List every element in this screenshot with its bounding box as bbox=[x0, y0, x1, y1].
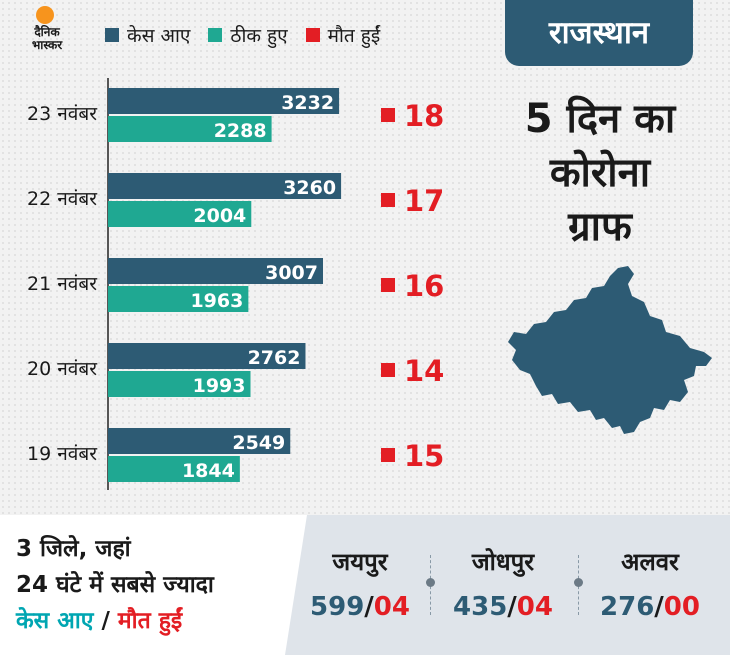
bottom-line-1: 3 जिले, जहां bbox=[16, 536, 131, 562]
legend-swatch-deaths bbox=[305, 28, 320, 42]
deaths-marker bbox=[381, 193, 395, 207]
bar-cases bbox=[108, 258, 324, 284]
logo-line-1: दैनिक bbox=[34, 25, 60, 39]
bar-label-recovered: 2288 bbox=[214, 120, 267, 142]
city-name: जयपुर bbox=[332, 548, 388, 576]
bottom-line-3: केस आए / मौत हुईं bbox=[16, 603, 285, 639]
legend-label-deaths: मौत हुईं bbox=[327, 25, 381, 47]
legend-swatch-cases bbox=[105, 28, 119, 42]
city-cases: 276 bbox=[600, 592, 655, 622]
bottom-band: 3 जिले, जहां 24 घंटे में सबसे ज्यादा केस… bbox=[0, 515, 730, 655]
logo-line-2: भास्कर bbox=[31, 38, 63, 52]
bar-cases bbox=[108, 428, 291, 454]
category-label: 22 नवंबर bbox=[27, 188, 98, 210]
dainik-bhaskar-logo: दैनिक भास्कर bbox=[14, 6, 84, 58]
category-label: 23 नवंबर bbox=[27, 103, 98, 125]
bar-label-cases: 2762 bbox=[248, 347, 301, 369]
bottom-deaths-label: मौत हुईं bbox=[117, 608, 183, 634]
divider-dot bbox=[426, 578, 435, 587]
bar-cases bbox=[108, 173, 342, 199]
city-deaths: 00 bbox=[663, 592, 700, 622]
deaths-value: 18 bbox=[404, 99, 444, 133]
bar-label-recovered: 1993 bbox=[193, 375, 246, 397]
bar-recovered bbox=[108, 456, 240, 482]
legend-item-deaths: मौत हुईं bbox=[305, 22, 381, 48]
deaths-value: 14 bbox=[404, 354, 444, 388]
state-name: राजस्थान bbox=[548, 15, 650, 51]
deaths-marker bbox=[381, 278, 395, 292]
bar-label-recovered: 1844 bbox=[182, 460, 235, 482]
headline: 5 दिन का कोरोना ग्राफ bbox=[505, 92, 695, 254]
headline-line-3: ग्राफ bbox=[568, 204, 632, 250]
legend-label-recovered: ठीक हुए bbox=[230, 25, 288, 47]
city-name: अलवर bbox=[621, 548, 679, 576]
city-value: 435/04 bbox=[438, 592, 568, 622]
sun-icon bbox=[36, 6, 54, 24]
category-label: 20 नवंबर bbox=[27, 358, 98, 380]
city-deaths: 04 bbox=[373, 592, 410, 622]
category-label: 21 नवंबर bbox=[27, 273, 98, 295]
bar-label-recovered: 2004 bbox=[193, 205, 246, 227]
legend-swatch-recovered bbox=[208, 28, 223, 42]
bottom-line-2: 24 घंटे में सबसे ज्यादा bbox=[16, 572, 214, 598]
bar-recovered bbox=[108, 116, 272, 142]
deaths-value: 15 bbox=[404, 439, 444, 473]
bar-cases bbox=[108, 343, 306, 369]
headline-line-2: कोरोना bbox=[549, 150, 651, 196]
city-name: जोधपुर bbox=[471, 548, 535, 576]
divider-dot bbox=[574, 578, 583, 587]
notch-shape bbox=[285, 515, 307, 655]
legend-label-cases: केस आए bbox=[127, 25, 191, 47]
bar-cases bbox=[108, 88, 340, 114]
bar-label-recovered: 1963 bbox=[190, 290, 243, 312]
bottom-cases-label: केस आए bbox=[16, 608, 94, 634]
city-slash: / bbox=[507, 592, 517, 622]
bar-recovered bbox=[108, 201, 252, 227]
deaths-value: 16 bbox=[404, 269, 444, 303]
bottom-separator: / bbox=[93, 608, 118, 634]
bar-label-cases: 3007 bbox=[265, 262, 318, 284]
city-deaths: 04 bbox=[516, 592, 553, 622]
city-divider bbox=[574, 555, 583, 615]
deaths-value: 17 bbox=[404, 184, 444, 218]
category-label: 19 नवंबर bbox=[27, 443, 98, 465]
bar-label-cases: 2549 bbox=[232, 432, 285, 454]
bar-chart: 23 नवंबर 3232 2288 18 22 नवंबर 3260 2004 17 21 न… bbox=[27, 78, 444, 490]
city-value: 599/04 bbox=[295, 592, 425, 622]
bottom-headline: 3 जिले, जहां 24 घंटे में सबसे ज्यादा केस… bbox=[0, 515, 285, 655]
city-cases: 435 bbox=[453, 592, 508, 622]
deaths-marker bbox=[381, 448, 395, 462]
city-jodhpur: जोधपुर 435/04 bbox=[438, 545, 568, 622]
bar-label-cases: 3232 bbox=[281, 92, 334, 114]
legend-item-recovered: ठीक हुए bbox=[208, 22, 288, 48]
rajasthan-map-icon bbox=[508, 266, 712, 434]
city-alwar: अलवर 276/00 bbox=[585, 545, 715, 622]
bar-label-cases: 3260 bbox=[283, 177, 336, 199]
deaths-marker bbox=[381, 108, 395, 122]
city-divider bbox=[426, 555, 435, 615]
city-slash: / bbox=[364, 592, 374, 622]
legend: केस आए ठीक हुए मौत हुईं bbox=[105, 22, 380, 48]
legend-item-cases: केस आए bbox=[105, 22, 190, 48]
city-jaipur: जयपुर 599/04 bbox=[295, 545, 425, 622]
state-tab: राजस्थान bbox=[505, 0, 693, 66]
headline-line-1: 5 दिन का bbox=[524, 96, 676, 142]
city-value: 276/00 bbox=[585, 592, 715, 622]
city-slash: / bbox=[654, 592, 664, 622]
bar-recovered bbox=[108, 286, 249, 312]
deaths-marker bbox=[381, 363, 395, 377]
bar-recovered bbox=[108, 371, 251, 397]
city-cases: 599 bbox=[310, 592, 365, 622]
